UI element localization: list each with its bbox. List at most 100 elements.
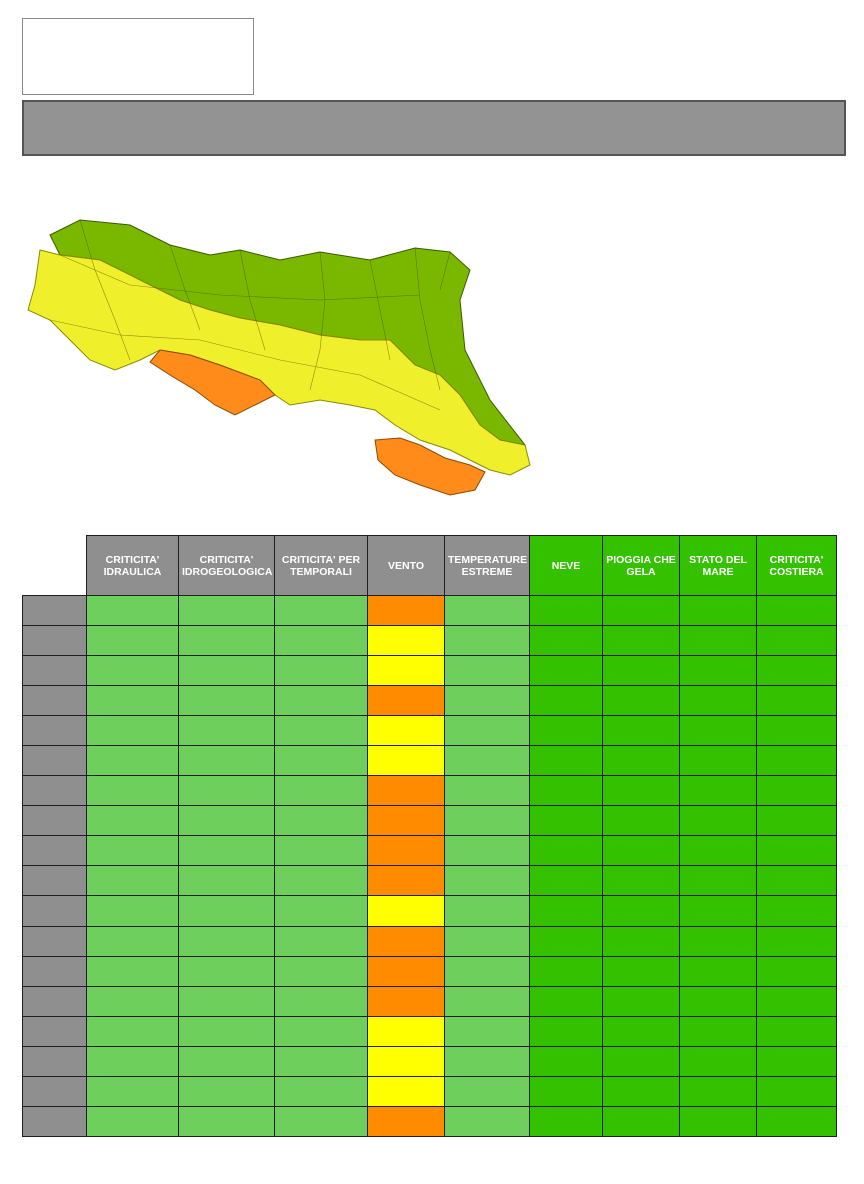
alert-level-cell bbox=[602, 1105, 680, 1138]
alert-level-cell bbox=[679, 865, 757, 897]
alert-level-cell bbox=[602, 625, 680, 657]
zone-label-cell bbox=[22, 625, 87, 657]
alert-level-cell bbox=[86, 715, 179, 747]
alert-level-cell bbox=[367, 594, 445, 627]
alert-level-cell bbox=[444, 925, 530, 957]
alert-level-cell bbox=[444, 594, 530, 627]
alert-level-cell bbox=[274, 655, 368, 687]
alert-level-cell bbox=[679, 925, 757, 957]
alert-level-cell bbox=[367, 1045, 445, 1077]
alert-level-cell bbox=[274, 625, 368, 657]
alert-level-cell bbox=[756, 1075, 837, 1107]
alert-level-cell bbox=[756, 1045, 837, 1077]
alert-level-cell bbox=[756, 655, 837, 687]
alert-level-cell bbox=[444, 775, 530, 807]
alert-level-cell bbox=[756, 865, 837, 897]
alert-level-cell bbox=[529, 685, 603, 717]
alert-level-cell bbox=[274, 745, 368, 777]
alert-level-cell bbox=[444, 1105, 530, 1138]
alert-level-cell bbox=[529, 1015, 603, 1047]
zone-label-cell bbox=[22, 835, 87, 867]
alert-level-cell bbox=[602, 865, 680, 897]
alert-level-cell bbox=[529, 625, 603, 657]
zone-label-cell bbox=[22, 1105, 87, 1138]
alert-level-cell bbox=[602, 715, 680, 747]
alert-level-cell bbox=[529, 655, 603, 687]
table-row bbox=[22, 1015, 837, 1047]
alert-level-cell bbox=[274, 805, 368, 837]
alert-level-cell bbox=[602, 955, 680, 987]
zone-label-cell bbox=[22, 715, 87, 747]
column-header: CRITICITA' IDROGEOLOGICA bbox=[178, 535, 275, 596]
alert-level-cell bbox=[86, 625, 179, 657]
alert-level-cell bbox=[367, 775, 445, 807]
alert-level-cell bbox=[86, 865, 179, 897]
alert-level-cell bbox=[178, 1075, 275, 1107]
alert-level-cell bbox=[679, 715, 757, 747]
zone-label-cell bbox=[22, 685, 87, 717]
alert-level-cell bbox=[679, 594, 757, 627]
alert-level-cell bbox=[367, 865, 445, 897]
alert-level-cell bbox=[756, 835, 837, 867]
alert-level-cell bbox=[529, 925, 603, 957]
alert-level-cell bbox=[444, 865, 530, 897]
alert-level-cell bbox=[444, 655, 530, 687]
alert-level-cell bbox=[178, 1045, 275, 1077]
table-row bbox=[22, 985, 837, 1017]
alert-level-cell bbox=[602, 805, 680, 837]
column-header: CRITICITA' IDRAULICA bbox=[86, 535, 179, 596]
alert-level-cell bbox=[444, 1015, 530, 1047]
alert-level-cell bbox=[444, 745, 530, 777]
alert-level-cell bbox=[679, 1015, 757, 1047]
alert-level-cell bbox=[274, 594, 368, 627]
alert-level-cell bbox=[178, 895, 275, 927]
alert-level-cell bbox=[367, 685, 445, 717]
alert-level-cell bbox=[529, 745, 603, 777]
alert-level-cell bbox=[86, 985, 179, 1017]
alert-level-cell bbox=[274, 1045, 368, 1077]
table-corner bbox=[23, 536, 87, 596]
alert-level-cell bbox=[178, 865, 275, 897]
alert-level-cell bbox=[86, 805, 179, 837]
zone-label-cell bbox=[22, 745, 87, 777]
alert-level-cell bbox=[529, 805, 603, 837]
alert-level-cell bbox=[367, 1015, 445, 1047]
table-row bbox=[22, 625, 837, 657]
alert-level-cell bbox=[274, 955, 368, 987]
alert-level-cell bbox=[178, 745, 275, 777]
alert-level-cell bbox=[602, 1045, 680, 1077]
alert-level-cell bbox=[679, 625, 757, 657]
logo-box bbox=[22, 18, 254, 95]
zone-label-cell bbox=[22, 775, 87, 807]
alert-level-cell bbox=[529, 1045, 603, 1077]
alert-level-cell bbox=[178, 655, 275, 687]
alert-level-cell bbox=[367, 715, 445, 747]
alert-level-cell bbox=[679, 745, 757, 777]
column-header: VENTO bbox=[367, 535, 445, 596]
table-row bbox=[22, 865, 837, 897]
alert-level-cell bbox=[274, 985, 368, 1017]
alert-level-cell bbox=[86, 895, 179, 927]
alert-level-cell bbox=[529, 1075, 603, 1107]
map-zone-orange-east bbox=[374, 437, 486, 496]
alert-level-cell bbox=[367, 625, 445, 657]
column-header: CRITICITA' COSTIERA bbox=[756, 535, 837, 596]
table-row bbox=[22, 1075, 837, 1107]
alert-level-cell bbox=[529, 955, 603, 987]
alert-level-cell bbox=[367, 925, 445, 957]
alert-level-cell bbox=[444, 955, 530, 987]
zone-label-cell bbox=[22, 1015, 87, 1047]
zone-label-cell bbox=[22, 895, 87, 927]
alert-level-cell bbox=[679, 985, 757, 1017]
alert-level-cell bbox=[178, 925, 275, 957]
alert-level-cell bbox=[178, 715, 275, 747]
alert-level-cell bbox=[86, 655, 179, 687]
alert-level-cell bbox=[86, 1075, 179, 1107]
table-row bbox=[22, 655, 837, 687]
table-row bbox=[22, 685, 837, 717]
table-row bbox=[22, 745, 837, 777]
alert-level-cell bbox=[756, 715, 837, 747]
alert-level-cell bbox=[756, 805, 837, 837]
alert-level-cell bbox=[367, 985, 445, 1017]
alert-level-cell bbox=[367, 1075, 445, 1107]
